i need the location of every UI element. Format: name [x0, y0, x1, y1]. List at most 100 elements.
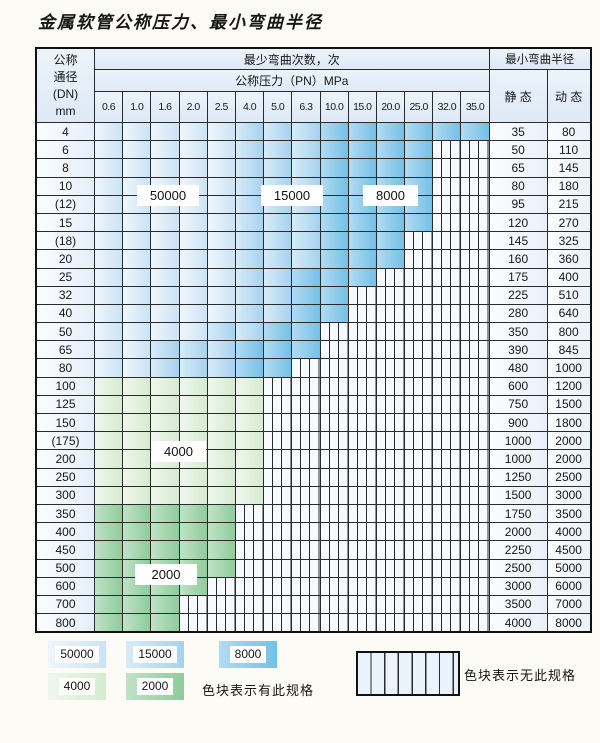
spec-cell: [235, 250, 264, 268]
spec-cell: [235, 304, 264, 323]
no-spec-cell: [461, 450, 489, 468]
dynamic-radius-value: 325: [547, 232, 590, 250]
dn-row-label: (12): [37, 195, 94, 213]
static-radius-value: 3000: [489, 577, 547, 595]
no-spec-cell: [264, 432, 292, 450]
pressure-col-header: 35.0: [461, 92, 489, 122]
no-spec-cell: [461, 232, 489, 250]
dn-row-label: 200: [37, 450, 94, 468]
no-spec-cell: [433, 395, 461, 413]
no-spec-cell: [461, 486, 489, 504]
legend-swatch-label: 8000: [229, 646, 267, 663]
no-spec-cell: [405, 377, 433, 395]
spec-cell: [95, 559, 123, 577]
no-spec-cell: [235, 504, 264, 523]
spec-cell: [235, 468, 264, 486]
header-bend-cycles: 最少弯曲次数，次: [95, 49, 489, 69]
static-radius-value: 225: [489, 286, 547, 304]
spec-cell: [376, 232, 405, 250]
no-spec-cell: [348, 504, 376, 523]
header-bend-radius: 最小弯曲半径: [489, 49, 590, 69]
header-pressure: 公称压力（PN）MPa: [95, 70, 489, 91]
pressure-col-header: 6.3: [292, 92, 320, 122]
no-spec-cell: [461, 523, 489, 541]
spec-cell: [235, 377, 264, 395]
spec-cell: [405, 159, 433, 177]
dn-row-label: 65: [37, 341, 94, 359]
spec-cell: [151, 159, 179, 177]
no-spec-cell: [348, 614, 376, 632]
spec-cell: [348, 141, 376, 159]
no-spec-cell: [264, 414, 292, 432]
no-spec-cell: [461, 177, 489, 195]
header-static: 静 态: [489, 70, 547, 122]
spec-cell: [320, 195, 348, 213]
spec-cell: [207, 159, 235, 177]
spec-cell: [123, 323, 151, 341]
dynamic-radius-value: 3000: [547, 486, 590, 504]
spec-cell: [95, 504, 123, 523]
spec-cell: [207, 232, 235, 250]
no-spec-cell: [264, 377, 292, 395]
no-spec-cell: [292, 432, 320, 450]
no-spec-cell: [264, 577, 292, 595]
spec-cell: [179, 213, 207, 232]
spec-cell: [348, 250, 376, 268]
no-spec-cell: [461, 414, 489, 432]
dn-row-label: 10: [37, 177, 94, 195]
static-radius-value: 175: [489, 268, 547, 286]
no-spec-cell: [320, 504, 348, 523]
spec-cell: [95, 541, 123, 559]
legend-swatch-15000: 15000: [126, 641, 184, 668]
spec-cell: [207, 450, 235, 468]
spec-cell: [123, 541, 151, 559]
no-spec-cell: [376, 468, 405, 486]
spec-cell: [207, 123, 235, 141]
spec-cell: [123, 595, 151, 614]
no-spec-cell: [433, 141, 461, 159]
no-spec-cell: [348, 377, 376, 395]
static-radius-value: 160: [489, 250, 547, 268]
no-spec-cell: [292, 450, 320, 468]
no-spec-cell: [235, 595, 264, 614]
cycles-label-4000: 4000: [151, 441, 206, 462]
spec-cell: [405, 213, 433, 232]
no-spec-cell: [264, 559, 292, 577]
static-radius-value: 280: [489, 304, 547, 323]
spec-cell: [264, 323, 292, 341]
static-radius-value: 1250: [489, 468, 547, 486]
no-spec-cell: [264, 395, 292, 413]
static-radius-value: 4000: [489, 614, 547, 632]
spec-cell: [376, 250, 405, 268]
no-spec-cell: [433, 359, 461, 377]
dn-row-label: 25: [37, 268, 94, 286]
spec-cell: [95, 414, 123, 432]
spec-cell: [123, 614, 151, 632]
legend-no-spec-note: 色块表示无此规格: [464, 668, 577, 683]
dynamic-radius-value: 400: [547, 268, 590, 286]
no-spec-cell: [376, 541, 405, 559]
no-spec-cell: [461, 577, 489, 595]
pressure-col-header: 25.0: [405, 92, 433, 122]
spec-cell: [235, 159, 264, 177]
dn-row-label: 20: [37, 250, 94, 268]
header-dynamic: 动 态: [547, 70, 590, 122]
spec-cell: [264, 123, 292, 141]
no-spec-cell: [433, 523, 461, 541]
dynamic-radius-value: 1000: [547, 359, 590, 377]
spec-cell: [95, 486, 123, 504]
pressure-col-header: 1.0: [123, 92, 151, 122]
spec-cell: [151, 504, 179, 523]
no-spec-cell: [433, 195, 461, 213]
spec-cell: [95, 359, 123, 377]
spec-cell: [179, 141, 207, 159]
spec-cell: [151, 268, 179, 286]
spec-cell: [207, 541, 235, 559]
no-spec-cell: [292, 504, 320, 523]
spec-cell: [376, 123, 405, 141]
no-spec-cell: [461, 359, 489, 377]
no-spec-cell: [264, 614, 292, 632]
spec-cell: [95, 395, 123, 413]
no-spec-cell: [348, 323, 376, 341]
spec-cell: [292, 213, 320, 232]
